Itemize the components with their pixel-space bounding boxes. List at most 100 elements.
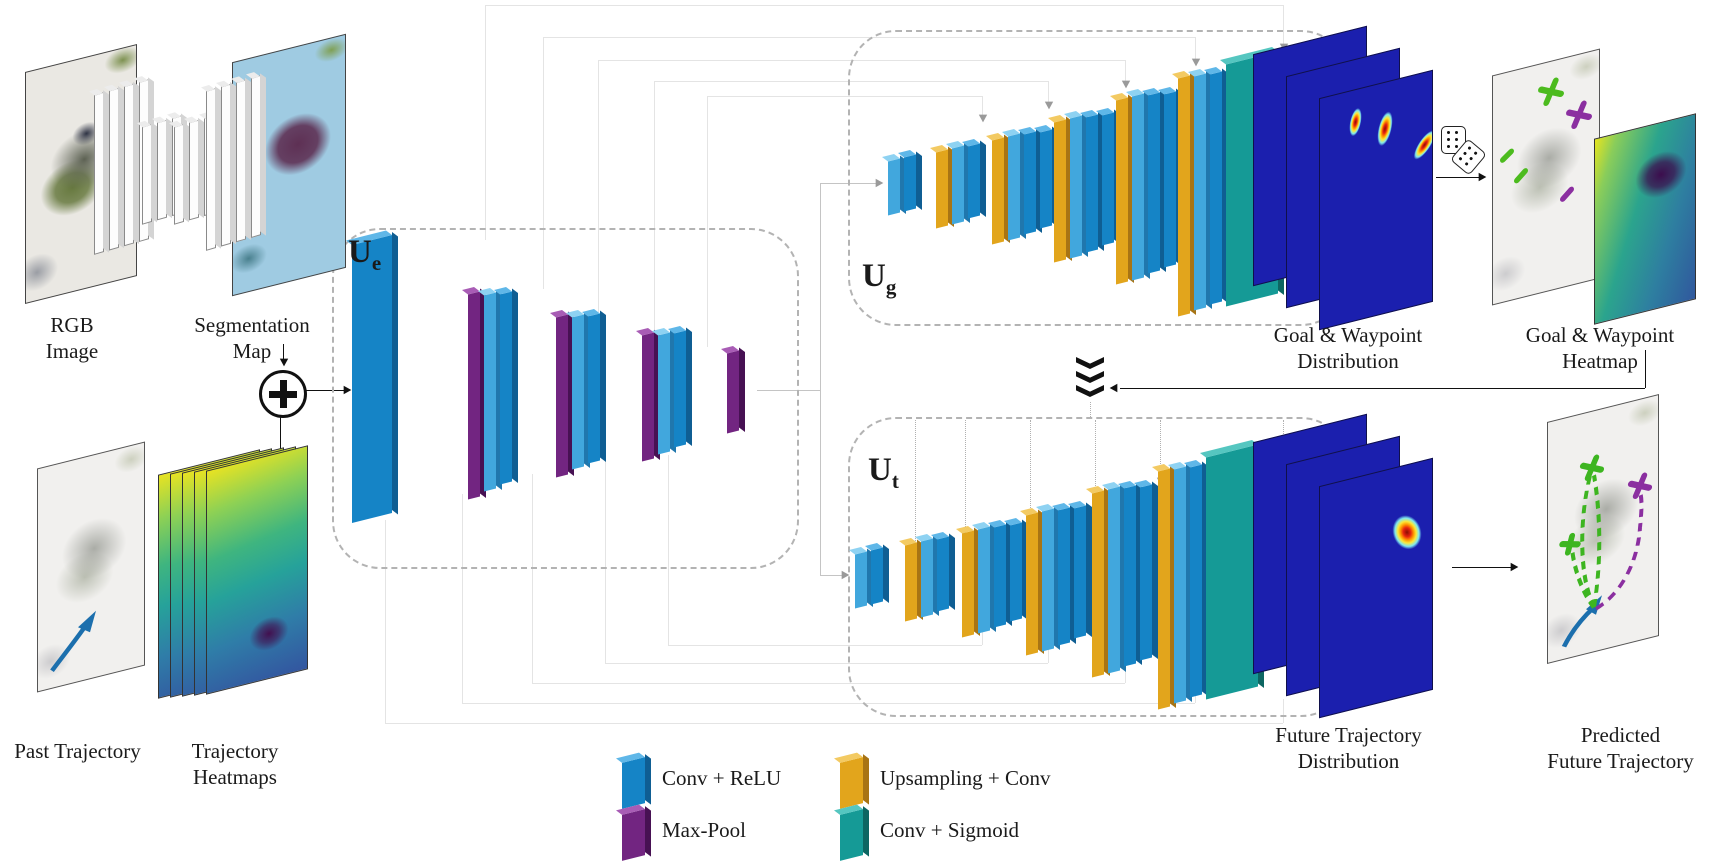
trajectory-decoder-input-line [820, 575, 844, 576]
skip-connection-line [485, 5, 1283, 6]
conv-layer-block [251, 75, 261, 238]
conv-relu-block [1010, 522, 1022, 622]
encoder-output-line [757, 390, 820, 391]
ut-stage-5 [1092, 479, 1152, 678]
legend-label-max-pool: Max-Pool [662, 818, 746, 842]
goal-waypoint-scene-image [1492, 48, 1600, 306]
legend-label-upsampling-conv: Upsampling + Conv [880, 766, 1051, 790]
goal-distribution-label: Goal & Waypoint Distribution [1273, 323, 1423, 373]
conv-layer-block [221, 83, 231, 247]
arrowhead [1121, 80, 1131, 89]
ue-stage-3 [642, 325, 686, 462]
ut-stage-4 [1026, 501, 1086, 656]
upsampling-conv-block [905, 542, 917, 622]
skip-connection-line [1283, 5, 1284, 44]
conv-relu-block [674, 330, 686, 448]
arrowhead [1478, 172, 1487, 182]
ug-stage-3 [992, 126, 1052, 245]
conv-relu-block [1070, 115, 1082, 259]
ue-output-pool-block [727, 350, 739, 434]
skip-connection-line [385, 723, 1283, 724]
conv-relu-block [968, 143, 980, 219]
conv-relu-block [952, 145, 964, 225]
conv-relu-block [937, 536, 949, 612]
conditioning-line [1090, 402, 1091, 417]
conditioning-line [915, 420, 916, 543]
goal-waypoint-markers [1500, 77, 1592, 202]
max-pool-block [468, 291, 480, 500]
predicted-trajectories [1559, 454, 1653, 648]
upsampling-conv-block [1158, 468, 1170, 710]
trajectory-hotspot [1380, 501, 1433, 564]
goal-hotspot [1405, 122, 1433, 168]
legend-chip-conv-relu [622, 757, 645, 809]
conv-relu-block [1108, 486, 1120, 674]
segnet-encoder-layers [94, 79, 149, 255]
arrowhead [1191, 58, 1201, 67]
arrowhead [1109, 383, 1118, 393]
arrowhead [1510, 562, 1519, 572]
goal-hotspot [1371, 105, 1399, 152]
conv-layer-block [109, 87, 119, 251]
conv-relu-block [978, 526, 990, 634]
ut-stage-1 [855, 547, 883, 609]
skip-connection-line [598, 60, 599, 312]
skip-connection-line [654, 81, 655, 329]
conv-relu-block [1074, 505, 1086, 639]
skip-connection-line [532, 474, 533, 683]
plus-to-encoder-line [303, 390, 345, 391]
max-pool-block [556, 314, 568, 478]
conv-relu-block [1102, 112, 1114, 246]
skip-connection-line [605, 458, 606, 663]
ut-output-stage [1158, 444, 1258, 712]
conv-relu-block [1140, 484, 1152, 661]
conv-relu-block [658, 332, 670, 454]
conditioning-line [965, 420, 966, 533]
feedback-line [1645, 350, 1646, 388]
conv-relu-block [1164, 91, 1176, 268]
conv-layer-block [174, 123, 184, 225]
goal-decoder-label: Ug [862, 258, 897, 299]
ut-stage-2 [905, 535, 949, 622]
chevron-down-icon [1076, 371, 1104, 383]
conv-relu-block [1024, 131, 1036, 235]
sampling-arrow-line [1436, 177, 1480, 178]
past-trajectory-label: Past Trajectory [14, 739, 141, 763]
heatmaps-to-plus-line [280, 416, 281, 454]
goal-distribution-plane [1319, 69, 1433, 331]
future-distribution-label: Future Trajectory Distribution [1275, 723, 1422, 773]
segmentation-to-plus-line [283, 344, 284, 360]
predicted-trajectory-image [1547, 394, 1659, 664]
segnet-decoder-layers [206, 75, 261, 251]
conv-relu-block [1058, 507, 1070, 646]
skip-connection-line [605, 663, 1048, 664]
conv-relu-block [1124, 485, 1136, 667]
legend-chip-upsampling-conv [840, 757, 863, 809]
ut-stage-3 [962, 519, 1022, 638]
conditioning-line [1030, 420, 1031, 518]
ue-stage-1 [468, 284, 512, 500]
conv-layer-block [124, 83, 134, 247]
upsampling-conv-block [1054, 119, 1066, 263]
conv-relu-block [572, 314, 584, 470]
skip-connection-line [1283, 699, 1284, 723]
conv-relu-block [855, 551, 867, 609]
skip-connection-line [532, 683, 1125, 684]
conv-relu-block [500, 291, 512, 485]
conv-relu-block [1042, 508, 1054, 652]
conv-relu-block [871, 547, 883, 605]
conv-relu-block [1190, 464, 1202, 698]
trajectory-heatmap-layer [206, 445, 308, 695]
rgb-image-label: RGB Image [45, 313, 99, 363]
skip-connection-line [385, 520, 386, 723]
ug-stage-5 [1116, 86, 1176, 285]
past-trajectory-arrow [50, 610, 96, 672]
arrowhead [1044, 101, 1054, 110]
ug-stage-4 [1054, 108, 1114, 263]
chevron-down-icon [1076, 357, 1104, 369]
upsampling-conv-block [962, 530, 974, 638]
trajectory-decoder-label: Ut [868, 452, 899, 493]
skip-connection-line [462, 703, 1195, 704]
skip-connection-line [982, 96, 983, 115]
output-arrow-line [1452, 567, 1512, 568]
